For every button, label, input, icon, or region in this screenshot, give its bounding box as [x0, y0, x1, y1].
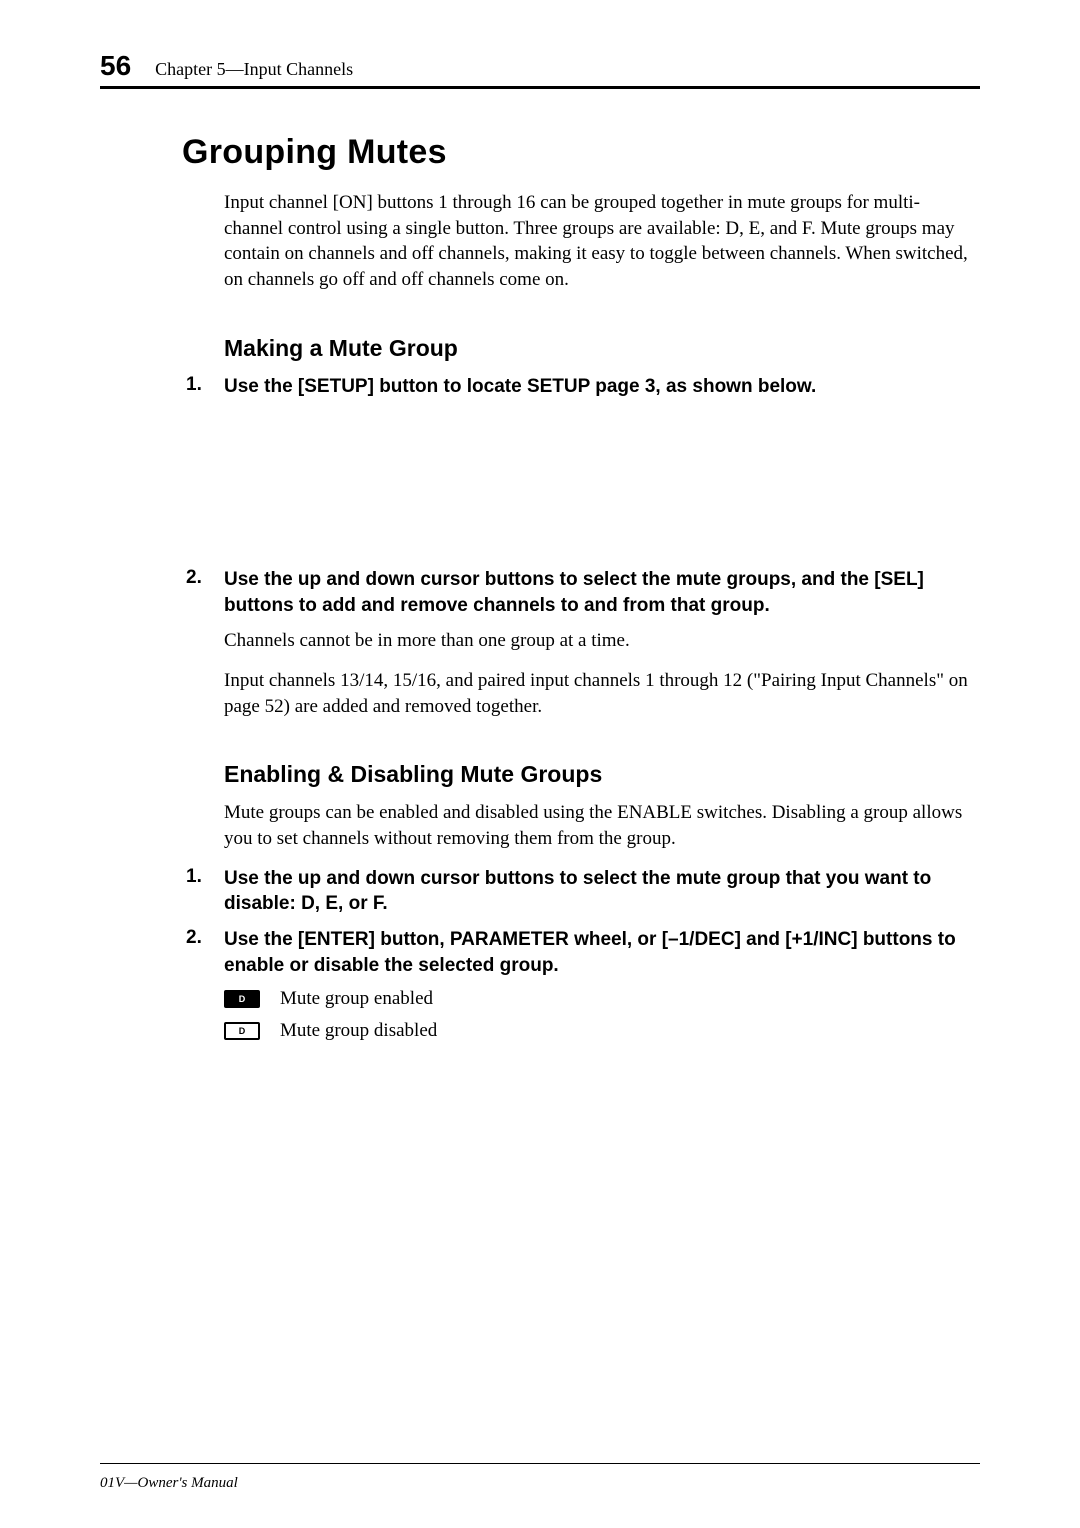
- list-item: 1. Use the up and down cursor buttons to…: [186, 866, 970, 917]
- list-item: 2. Use the [ENTER] button, PARAMETER whe…: [186, 927, 970, 978]
- enabled-icon: D: [224, 990, 260, 1008]
- heading-enabling-disabling: Enabling & Disabling Mute Groups: [224, 761, 980, 788]
- chapter-label: Chapter 5—Input Channels: [155, 59, 353, 80]
- step-text: Use the up and down cursor buttons to se…: [224, 866, 970, 917]
- note-paragraph: Input channels 13/14, 15/16, and paired …: [224, 668, 970, 719]
- header-rule: [100, 86, 980, 89]
- list-number: 2.: [186, 567, 224, 618]
- footer-rule: [100, 1463, 980, 1464]
- legend-row-enabled: D Mute group enabled: [224, 988, 980, 1010]
- footer-text: 01V—Owner's Manual: [100, 1475, 238, 1492]
- legend-row-disabled: D Mute group disabled: [224, 1020, 980, 1042]
- disabled-icon: D: [224, 1022, 260, 1040]
- intro-paragraph: Input channel [ON] buttons 1 through 16 …: [224, 190, 970, 293]
- legend-label: Mute group disabled: [280, 1020, 437, 1042]
- list-item: 1. Use the [SETUP] button to locate SETU…: [186, 374, 970, 400]
- legend-label: Mute group enabled: [280, 988, 433, 1010]
- figure-placeholder: [100, 409, 980, 567]
- step-text: Use the [SETUP] button to locate SETUP p…: [224, 374, 816, 400]
- step-text: Use the [ENTER] button, PARAMETER wheel,…: [224, 927, 970, 978]
- list-number: 1.: [186, 374, 224, 400]
- list-item: 2. Use the up and down cursor buttons to…: [186, 567, 970, 618]
- list-number: 1.: [186, 866, 224, 917]
- note-paragraph: Channels cannot be in more than one grou…: [224, 628, 970, 654]
- page-number: 56: [100, 50, 131, 82]
- heading-making-mute-group: Making a Mute Group: [224, 335, 980, 362]
- list-number: 2.: [186, 927, 224, 978]
- section2-intro: Mute groups can be enabled and disabled …: [224, 800, 970, 851]
- heading-grouping-mutes: Grouping Mutes: [182, 133, 980, 172]
- step-text: Use the up and down cursor buttons to se…: [224, 567, 970, 618]
